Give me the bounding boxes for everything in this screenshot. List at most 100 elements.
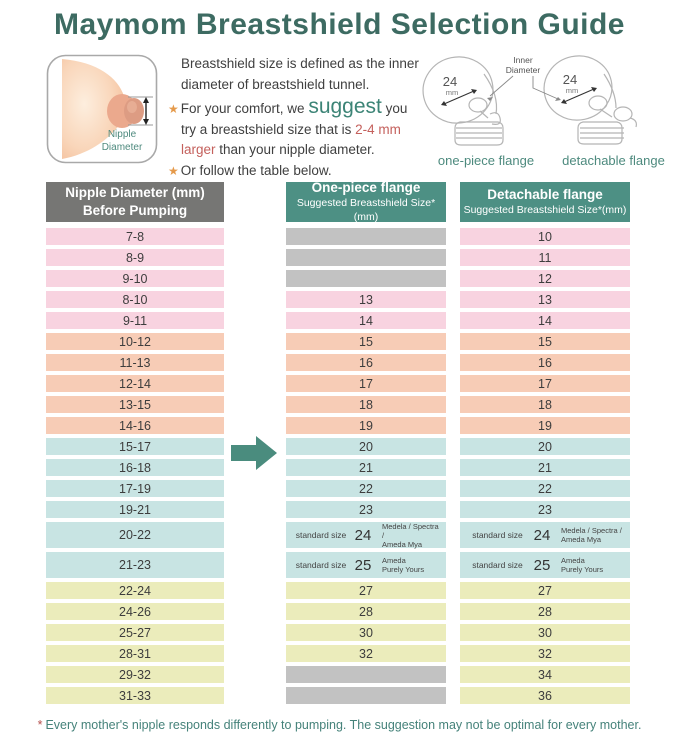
size-cell: 18 [286,396,446,413]
size-cell: 30 [460,624,630,641]
size-cell: 21 [460,459,630,476]
footnote-asterisk: * [37,718,43,732]
size-cell: 15 [286,333,446,350]
empty-cell [286,228,446,245]
nipple-range-cell: 9-11 [46,312,224,329]
size-cell: 19 [460,417,630,434]
size-cell: 20 [460,438,630,455]
nipple-range-cell: 31-33 [46,687,224,704]
nipple-diameter-header: Nipple Diameter (mm) Before Pumping [46,182,224,222]
brand-names: Medela / Spectra / Ameda Mya [376,522,440,549]
brand-line: Medela / Spectra / [561,526,622,535]
standard-size-label: standard size [472,560,523,570]
brand-line: Ameda Mya [382,539,423,549]
inner-diameter-label: Diameter [506,65,541,75]
size-cell: 21 [286,459,446,476]
empty-cell [286,687,446,704]
size-value: 25 [354,556,372,574]
size-cell: 36 [460,687,630,704]
flange-unit-text: mm [446,88,459,97]
standard-size-label: standard size [295,560,347,570]
nipple-range-cell: 24-26 [46,603,224,620]
nipple-range-cell: 9-10 [46,270,224,287]
nipple-diameter-label: Nipple Diameter [101,129,143,153]
inner-diameter-label: Inner [513,55,533,65]
empty-cell [286,270,446,287]
flange-size-text: 24 [443,74,457,89]
nipple-range-cell: 20-22 [46,522,224,548]
nipple-range-cell: 16-18 [46,459,224,476]
nipple-range-cell: 10-12 [46,333,224,350]
footnote: * Every mother's nipple responds differen… [37,718,642,732]
brand-names: Ameda Purely Yours [555,556,624,574]
size-cell: 17 [286,375,446,392]
size-cell: 22 [460,480,630,497]
nipple-range-cell: 28-31 [46,645,224,662]
size-cell: 32 [286,645,446,662]
size-cell: 12 [460,270,630,287]
nipple-range-cell: 11-13 [46,354,224,371]
star-bullet-icon: ★ [168,102,179,117]
size-cell: 30 [286,624,446,641]
standard-size-label: standard size [295,530,347,540]
brand-line: Purely Yours [561,565,604,574]
size-cell: 10 [460,228,630,245]
size-cell: 23 [460,501,630,518]
nipple-range-cell: 22-24 [46,582,224,599]
nipple-range-cell: 8-9 [46,249,224,266]
breast-diagram-art [46,54,158,164]
nipple-range-cell: 8-10 [46,291,224,308]
one-piece-flange-caption: one-piece flange [437,153,535,168]
intro-bullet-2: ★ Or follow the table below. [168,162,332,178]
size-cell: 27 [286,582,446,599]
size-cell: 19 [286,417,446,434]
intro-bullet-1: ★ For your comfort, we suggest you try a … [168,95,408,158]
nipple-range-cell: 15-17 [46,438,224,455]
size-cell: 14 [286,312,446,329]
size-cell: 14 [460,312,630,329]
size-cell: 34 [460,666,630,683]
size-cell: 13 [460,291,630,308]
size-cell: 15 [460,333,630,350]
nipple-range-cell: 21-23 [46,552,224,578]
brand-line: Medela / Spectra / [382,521,439,540]
nipple-range-cell: 12-14 [46,375,224,392]
size-cell: 32 [460,645,630,662]
flange-diagram-art: 24 mm 24 mm Inner Diameter [422,55,637,146]
detachable-flange-header: Detachable flange Suggested Breastshield… [460,182,630,222]
size-cell: 22 [286,480,446,497]
selection-table: Nipple Diameter (mm) Before Pumping One-… [46,180,630,704]
flange-size-text: 24 [563,72,577,87]
nipple-range-cell: 7-8 [46,228,224,245]
standard-size-cell: standard size 24 Medela / Spectra / Ameda M… [286,522,446,549]
empty-cell [286,666,446,683]
intro-sentence: Breastshield size is defined as the inne… [181,56,419,92]
empty-cell [286,249,446,266]
arrow-right-icon [231,435,279,471]
nipple-range-cell: 25-27 [46,624,224,641]
table-header: Nipple Diameter (mm) Before Pumping One-… [46,180,630,223]
standard-size-cell: standard size 25 Ameda Purely Yours [286,552,446,578]
size-cell: 20 [286,438,446,455]
size-cell: 27 [460,582,630,599]
size-cell: 16 [460,354,630,371]
size-cell: 18 [460,396,630,413]
size-range-highlight: 2-4 mm larger [181,121,401,158]
standard-size-cell: standard size 25 Ameda Purely Yours [460,552,630,578]
brand-line: Ameda [561,556,585,565]
size-cell: 13 [286,291,446,308]
size-cell: 17 [460,375,630,392]
brand-line: Ameda [382,556,406,565]
nipple-range-cell: 29-32 [46,666,224,683]
star-bullet-icon: ★ [168,163,179,178]
nipple-range-cell: 13-15 [46,396,224,413]
table-rows: 7-8 10 8-9 11 9-10 12 8-10 13 13 9-11 14 14 10-12 15 1… [46,228,630,704]
breast-diagram: Nipple Diameter [46,54,158,164]
one-piece-flange-header: One-piece flange Suggested Breastshield … [286,180,446,223]
flange-captions: one-piece flange detachable flange [420,153,675,168]
size-cell: 11 [460,249,630,266]
page-title: Maymom Breastshield Selection Guide [54,8,625,41]
size-cell: 28 [286,603,446,620]
detachable-flange-caption: detachable flange [562,153,665,168]
intro-section: Nipple Diameter Breastshield size is def… [46,54,679,178]
